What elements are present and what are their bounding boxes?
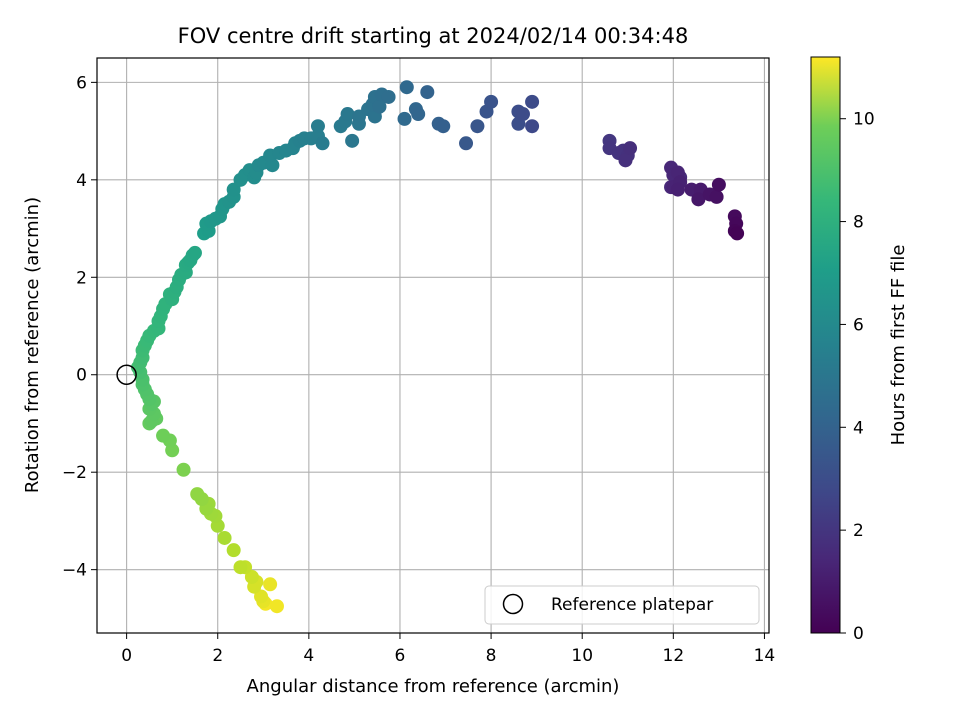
colorbar-tick-label: 10 xyxy=(853,110,875,130)
data-point xyxy=(340,107,355,122)
data-point xyxy=(399,80,414,95)
y-tick-label: 0 xyxy=(76,366,87,386)
data-point xyxy=(372,99,387,114)
legend: Reference platepar xyxy=(484,585,760,625)
data-point xyxy=(709,189,724,204)
colorbar-tick-label: 4 xyxy=(853,418,864,438)
colorbar-tick-label: 2 xyxy=(853,521,864,541)
data-point xyxy=(484,94,499,109)
x-tick-label: 14 xyxy=(754,646,776,666)
data-point xyxy=(711,177,726,192)
reference-point-marker xyxy=(116,364,137,385)
x-tick-label: 12 xyxy=(663,646,685,666)
colorbar xyxy=(810,56,841,634)
data-point xyxy=(515,107,530,122)
data-point xyxy=(244,569,259,584)
legend-box xyxy=(484,585,760,625)
colorbar-label: Hours from first FF file xyxy=(888,245,909,446)
data-point xyxy=(618,153,633,168)
y-axis-label: Rotation from reference (arcmin) xyxy=(22,197,43,493)
y-axis-ticks: −4 −2 0 2 4 6 xyxy=(62,73,97,581)
colorbar-ticks: 0 2 4 6 8 10 xyxy=(840,110,875,644)
x-tick-label: 0 xyxy=(121,646,132,666)
data-point xyxy=(525,94,540,109)
data-point xyxy=(623,141,638,156)
data-point xyxy=(730,226,745,241)
data-point xyxy=(315,136,330,151)
colorbar-tick-label: 0 xyxy=(853,624,864,644)
data-point xyxy=(254,589,269,604)
data-point xyxy=(233,560,248,575)
data-point xyxy=(156,428,171,443)
data-point xyxy=(381,89,396,104)
x-tick-label: 6 xyxy=(395,646,406,666)
data-points xyxy=(131,80,745,614)
data-point xyxy=(176,462,191,477)
data-point xyxy=(190,487,205,502)
x-axis-ticks: 0 2 4 6 8 10 12 14 xyxy=(121,633,775,666)
data-point xyxy=(263,577,278,592)
data-point xyxy=(269,599,284,614)
data-point xyxy=(459,136,474,151)
data-point xyxy=(670,182,685,197)
legend-marker-open-circle xyxy=(502,593,524,615)
data-point xyxy=(691,192,706,207)
x-tick-label: 8 xyxy=(486,646,497,666)
data-point xyxy=(226,543,241,558)
colorbar-tick-label: 6 xyxy=(853,315,864,335)
data-point xyxy=(187,245,202,260)
plot-frame xyxy=(96,57,770,634)
grid-lines xyxy=(97,58,769,633)
data-point xyxy=(411,107,426,122)
y-tick-label: 4 xyxy=(76,171,87,191)
legend-label-reference-platepar: Reference platepar xyxy=(551,595,713,615)
chart-title: FOV centre drift starting at 2024/02/14 … xyxy=(178,24,689,48)
y-tick-label: −4 xyxy=(62,561,87,581)
colorbar-tick-label: 8 xyxy=(853,213,864,233)
data-point xyxy=(397,111,412,126)
data-point xyxy=(217,530,232,545)
data-point xyxy=(525,119,540,134)
y-tick-label: 6 xyxy=(76,73,87,93)
data-point xyxy=(310,119,325,134)
x-tick-label: 4 xyxy=(303,646,314,666)
data-point xyxy=(420,85,435,100)
data-point xyxy=(436,119,451,134)
x-tick-label: 2 xyxy=(212,646,223,666)
data-point xyxy=(226,182,241,197)
data-point xyxy=(470,119,485,134)
y-tick-label: −2 xyxy=(62,463,87,483)
data-point xyxy=(345,133,360,148)
x-axis-label: Angular distance from reference (arcmin) xyxy=(247,676,620,697)
x-tick-label: 10 xyxy=(571,646,593,666)
y-tick-label: 2 xyxy=(76,268,87,288)
